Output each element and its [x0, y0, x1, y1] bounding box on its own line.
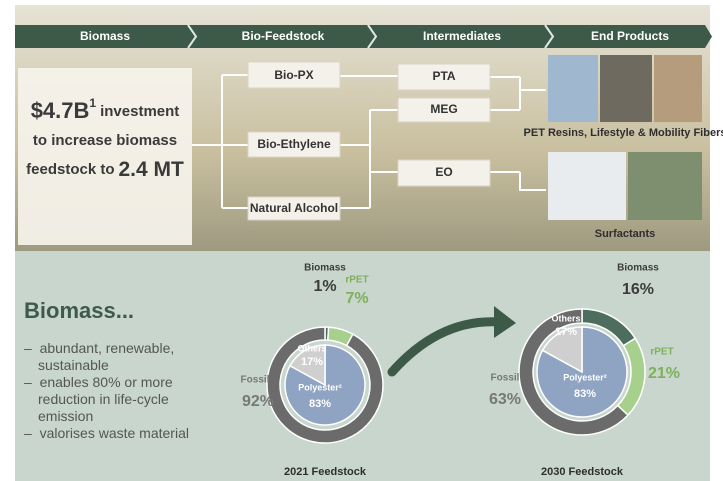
investment-line: to increase biomass — [33, 132, 177, 149]
chart-title: 2030 Feedstock — [541, 466, 624, 478]
node-label: PTA — [432, 69, 455, 83]
stage: Biomass — [80, 29, 130, 43]
node-label: Bio-Ethylene — [257, 137, 331, 151]
inner-segment — [541, 326, 583, 374]
charts: Biomass 1% rPET 7% Fossil 92% Polyester² 83% Oth… — [241, 263, 680, 478]
segment-value: 83% — [309, 398, 331, 410]
chevrons — [187, 24, 555, 49]
bullet: – enables 80% or more reduction in life-… — [24, 374, 173, 424]
arrow-head — [494, 306, 516, 338]
segment-name: Polyester² — [298, 382, 342, 392]
outer-segment — [518, 308, 629, 436]
inner-segment — [288, 344, 326, 387]
segment-value: 16% — [622, 281, 654, 298]
segment-value: 17% — [555, 326, 577, 338]
segment-name: rPET — [345, 275, 368, 286]
node-box — [247, 131, 341, 158]
product-photos — [548, 55, 702, 220]
segment-value: 21% — [648, 365, 680, 382]
node-box — [247, 196, 341, 221]
bullet: – valorises waste material — [24, 425, 189, 441]
segment-value: 1% — [313, 278, 336, 295]
segment-value: 63% — [489, 391, 521, 408]
segment-name: Others — [297, 343, 326, 353]
bullets: – abundant, renewable, sustainable – ena… — [24, 340, 219, 442]
node-box — [397, 97, 491, 123]
section-title: Biomass... — [24, 298, 135, 323]
node-box — [397, 63, 491, 91]
inner-segment — [536, 326, 628, 418]
investment-line: feedstock to 2.4 MT — [26, 158, 184, 181]
segment-value: 17% — [301, 356, 323, 368]
node-box — [247, 61, 341, 89]
chart-title: 2021 Feedstock — [284, 466, 367, 478]
segment-value: 92% — [242, 393, 274, 410]
header-band — [15, 25, 712, 48]
stage: Bio-Feedstock — [242, 29, 325, 43]
stage: Intermediates — [423, 29, 501, 43]
product-label: Surfactants — [595, 228, 656, 240]
node-box — [397, 159, 491, 187]
arrow — [387, 317, 505, 377]
segment-name: Biomass — [617, 263, 659, 274]
segment-name: Fossil — [491, 373, 520, 384]
stage: End Products — [591, 29, 669, 43]
investment-line: $4.7B1 investment — [31, 96, 180, 123]
segment-name: Biomass — [304, 263, 346, 274]
segment-name: Polyester² — [563, 372, 607, 382]
segment-value: 83% — [574, 388, 596, 400]
connectors — [192, 74, 546, 209]
node-label: Bio-PX — [274, 68, 313, 82]
node-label: EO — [435, 165, 452, 179]
outer-segment — [266, 326, 384, 444]
segment-value: 7% — [345, 290, 368, 307]
segment-name: Fossil — [241, 375, 270, 386]
investment-box — [18, 68, 192, 245]
product-label: PET Resins, Lifestyle & Mobility Fibers — [524, 127, 723, 139]
bullet: – abundant, renewable, sustainable — [24, 340, 175, 373]
segment-name: rPET — [650, 347, 673, 358]
node-label: MEG — [430, 102, 457, 116]
segment-name: Others — [551, 313, 580, 323]
node-label: Natural Alcohol — [250, 201, 338, 215]
